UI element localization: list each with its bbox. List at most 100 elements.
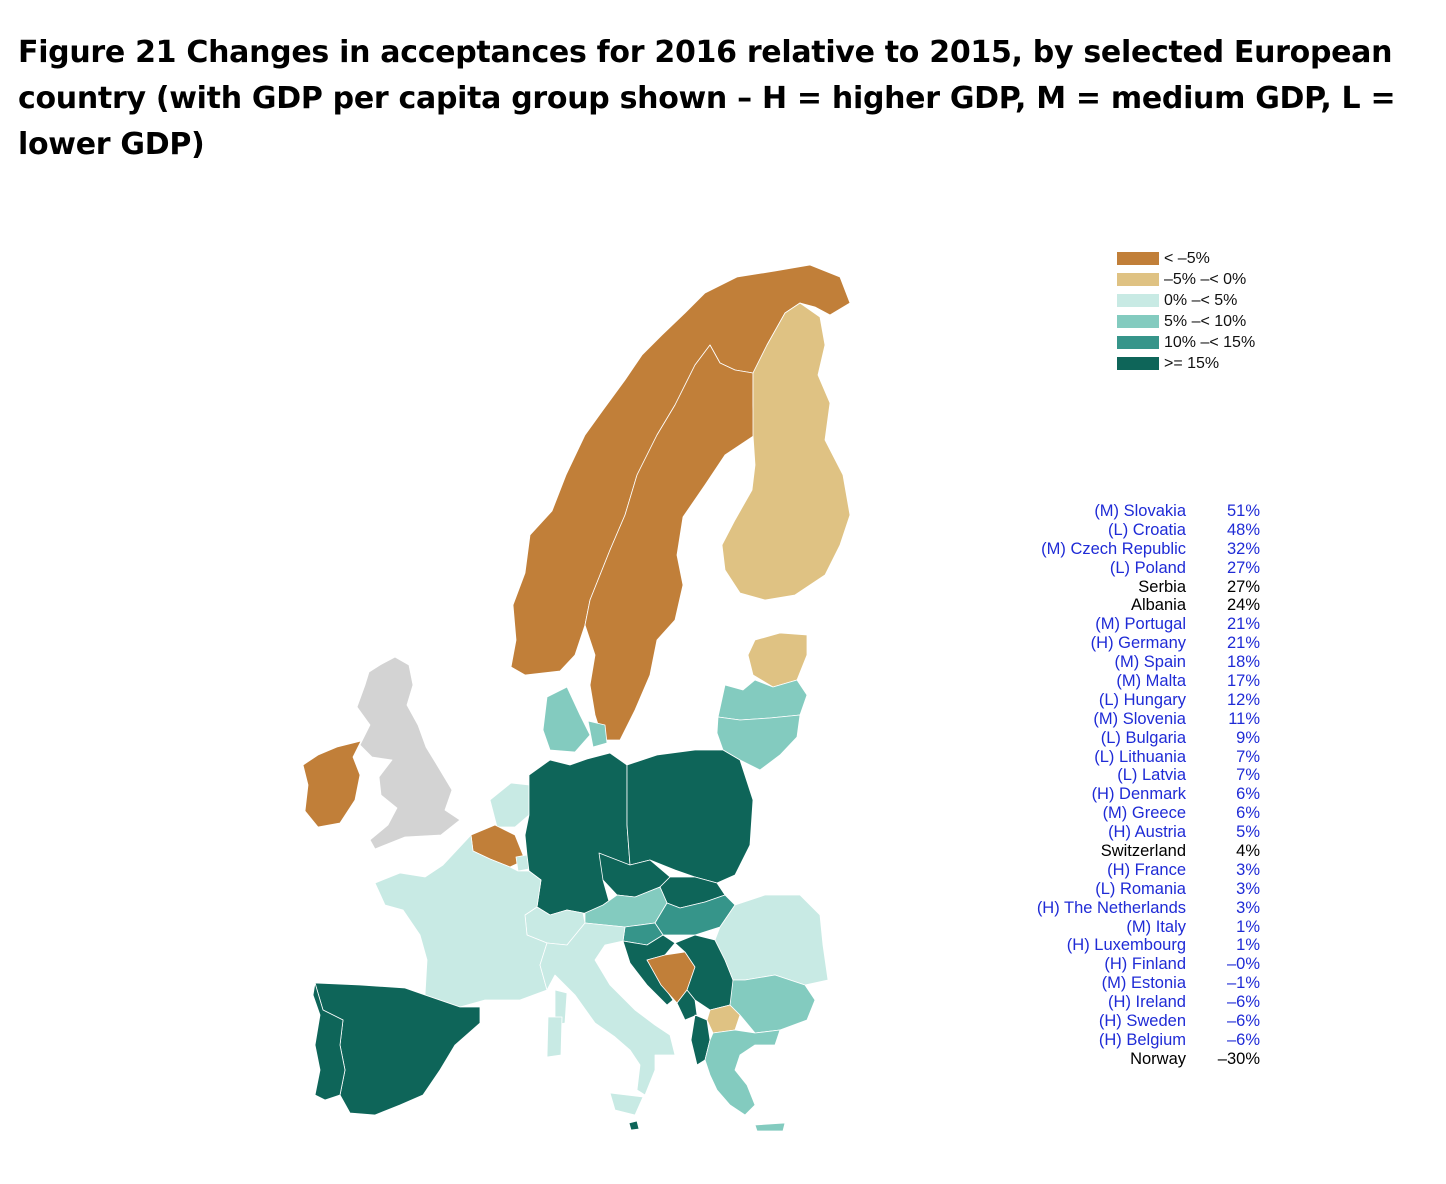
country-ranking-list: (M) Slovakia 51% (L) Croatia 48% (M) Czech R…: [1000, 502, 1270, 1069]
ranking-value: 6%: [1236, 785, 1260, 804]
ranking-value: –6%: [1226, 1012, 1260, 1031]
ranking-row: (L) Croatia 48%: [1000, 521, 1270, 540]
ranking-value: 51%: [1226, 502, 1260, 520]
legend-label: 10% –< 15%: [1164, 333, 1256, 351]
ranking-row: (L) Hungary 12%: [1000, 691, 1270, 710]
region-estonia: [747, 632, 808, 688]
region-france: [374, 834, 568, 1026]
ranking-row: (L) Latvia 7%: [1000, 766, 1270, 785]
ranking-country: (M) Greece: [1102, 804, 1186, 823]
ranking-value: –30%: [1217, 1049, 1260, 1068]
legend-item: 5% –< 10%: [1117, 311, 1255, 332]
ranking-value: 12%: [1226, 690, 1260, 709]
figure-title: Figure 21 Changes in acceptances for 201…: [18, 35, 1396, 162]
ranking-value: –6%: [1226, 1030, 1260, 1049]
ranking-value: 5%: [1236, 823, 1260, 842]
ranking-row: (H) Belgium –6%: [1000, 1031, 1270, 1050]
legend-label: 0% –< 5%: [1164, 291, 1238, 309]
ranking-row: Switzerland 4%: [1000, 842, 1270, 861]
europe-map: [302, 264, 851, 1132]
legend-item: >= 15%: [1117, 353, 1255, 374]
legend-swatch: [1117, 357, 1159, 370]
ranking-country: (H) France: [1107, 860, 1186, 879]
ranking-value: 4%: [1236, 842, 1260, 861]
ranking-country: (H) Austria: [1108, 823, 1186, 842]
region-malta: [628, 1120, 640, 1131]
ranking-value: 3%: [1236, 898, 1260, 917]
ranking-value: 18%: [1226, 653, 1260, 672]
ranking-country: Norway: [1130, 1049, 1186, 1068]
ranking-row: (M) Slovenia 11%: [1000, 710, 1270, 729]
region-italy: [539, 922, 676, 1116]
ranking-row: (H) Denmark 6%: [1000, 785, 1270, 804]
ranking-country: (M) Czech Republic: [1041, 539, 1186, 558]
ranking-country: (M) Spain: [1114, 653, 1186, 672]
ranking-country: (H) Denmark: [1091, 785, 1186, 804]
legend-item: –5% –< 0%: [1117, 269, 1255, 290]
ranking-value: 7%: [1236, 747, 1260, 766]
legend-swatch: [1117, 336, 1159, 349]
region-latvia: [717, 679, 808, 721]
legend-label: 5% –< 10%: [1164, 312, 1247, 330]
ranking-country: (L) Hungary: [1098, 690, 1186, 709]
ranking-row: (H) Austria 5%: [1000, 823, 1270, 842]
ranking-value: 1%: [1236, 917, 1260, 936]
ranking-country: (M) Slovakia: [1094, 502, 1186, 520]
region-netherlands: [489, 782, 530, 828]
ranking-value: 27%: [1226, 577, 1260, 596]
map-legend: < –5% –5% –< 0% 0% –< 5% 5% –< 10% 10% –< 15…: [1117, 248, 1255, 374]
ranking-country: (L) Romania: [1095, 879, 1186, 898]
ranking-row: (H) Ireland –6%: [1000, 993, 1270, 1012]
ranking-country: (M) Malta: [1116, 672, 1186, 691]
legend-label: < –5%: [1164, 249, 1210, 267]
region-sweden: [584, 344, 756, 741]
ranking-row: (H) Sweden –6%: [1000, 1012, 1270, 1031]
ranking-row: (H) The Netherlands 3%: [1000, 899, 1270, 918]
ranking-value: 3%: [1236, 860, 1260, 879]
region-greece: [704, 1029, 786, 1132]
ranking-row: Norway –30%: [1000, 1050, 1270, 1069]
ranking-row: (M) Slovakia 51%: [1000, 502, 1270, 521]
ranking-value: 21%: [1226, 634, 1260, 653]
ranking-value: 21%: [1226, 615, 1260, 634]
legend-swatch: [1117, 273, 1159, 286]
ranking-value: 7%: [1236, 766, 1260, 785]
ranking-country: (H) Sweden: [1098, 1012, 1186, 1031]
legend-swatch: [1117, 252, 1159, 265]
ranking-value: 6%: [1236, 804, 1260, 823]
region-finland: [721, 302, 851, 601]
legend-label: –5% –< 0%: [1164, 270, 1247, 288]
ranking-row: (M) Portugal 21%: [1000, 615, 1270, 634]
ranking-row: (M) Malta 17%: [1000, 672, 1270, 691]
ranking-row: (L) Romania 3%: [1000, 880, 1270, 899]
legend-swatch: [1117, 294, 1159, 307]
region-denmark: [542, 686, 608, 753]
ranking-country: (H) Finland: [1104, 955, 1186, 974]
legend-item: 0% –< 5%: [1117, 290, 1255, 311]
ranking-value: 27%: [1226, 558, 1260, 577]
ranking-value: 1%: [1236, 936, 1260, 955]
ranking-country: Serbia: [1138, 577, 1186, 596]
region-uk: [356, 656, 461, 850]
ranking-country: (H) Belgium: [1098, 1030, 1186, 1049]
ranking-country: (L) Poland: [1109, 558, 1186, 577]
ranking-value: 11%: [1228, 709, 1260, 728]
ranking-value: –0%: [1226, 955, 1260, 974]
ranking-row: Serbia 27%: [1000, 578, 1270, 597]
ranking-country: (L) Croatia: [1108, 520, 1186, 539]
ranking-country: (M) Italy: [1126, 917, 1186, 936]
ranking-value: 24%: [1226, 596, 1260, 615]
ranking-value: 3%: [1236, 879, 1260, 898]
ranking-row: (M) Czech Republic 32%: [1000, 540, 1270, 559]
ranking-country: (L) Lithuania: [1094, 747, 1186, 766]
ranking-row: (M) Estonia –1%: [1000, 974, 1270, 993]
ranking-country: (M) Slovenia: [1093, 709, 1186, 728]
ranking-country: (H) Luxembourg: [1066, 936, 1186, 955]
ranking-row: (H) Finland –0%: [1000, 955, 1270, 974]
ranking-row: (L) Poland 27%: [1000, 559, 1270, 578]
legend-item: < –5%: [1117, 248, 1255, 269]
ranking-country: (H) Ireland: [1108, 993, 1186, 1012]
ranking-country: Switzerland: [1100, 842, 1186, 861]
ranking-row: (L) Lithuania 7%: [1000, 748, 1270, 767]
ranking-value: 17%: [1226, 672, 1260, 691]
